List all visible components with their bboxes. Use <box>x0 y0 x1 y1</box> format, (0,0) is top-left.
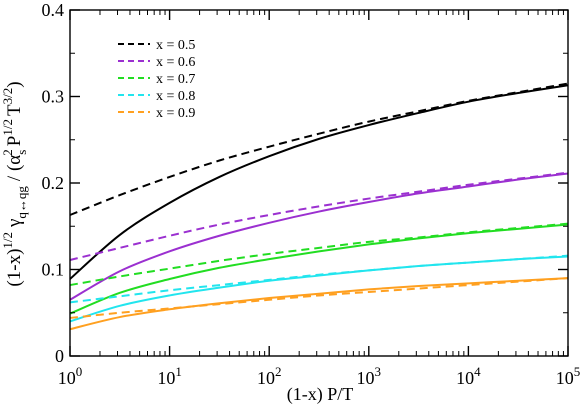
x-tick-label: 104 <box>456 364 481 388</box>
legend-label: x = 0.7 <box>156 72 195 87</box>
x-tick-label: 105 <box>556 364 581 388</box>
x-tick-label: 101 <box>157 364 182 388</box>
y-label-alpha-sub: s <box>14 150 29 155</box>
x-tick-label: 100 <box>58 364 83 388</box>
y-axis-label: (1-x)1/2γq↔qg/ (αs2P1/2T3/2) <box>0 81 29 286</box>
y-label-gamma: γ <box>4 219 25 228</box>
svg-text:(1-x)1/2γq↔qg/ (αs2P1/2T3/2): (1-x)1/2γq↔qg/ (αs2P1/2T3/2) <box>0 81 29 286</box>
series-line-6-dashed <box>69 222 569 287</box>
legend: x = 0.5 x = 0.6 x = 0.7 x = 0.8 x = 0.9 <box>118 38 195 121</box>
y-label-part-e: ) <box>4 81 25 87</box>
x-tick-label: 103 <box>357 364 382 388</box>
series-line-4-dashed <box>69 171 569 261</box>
series-line-10-dashed <box>69 277 569 319</box>
series-line-2-dashed <box>69 82 569 216</box>
y-tick-label: 0.1 <box>42 260 65 280</box>
legend-label: x = 0.9 <box>156 106 195 121</box>
x-tick-label: 102 <box>257 364 282 388</box>
y-tick-label: 0.2 <box>42 173 65 193</box>
y-label-gamma-sub: q↔qg <box>14 186 29 219</box>
legend-label: x = 0.6 <box>156 55 195 70</box>
y-label-part-c: P <box>4 136 25 147</box>
y-label-t-sup: 3/2 <box>0 88 15 105</box>
y-tick-label: 0.3 <box>42 87 65 107</box>
tick-label-layer: 100 101 102 103 104 105 0 0.1 0.2 0.3 0.4 <box>42 0 581 388</box>
legend-label: x = 0.5 <box>156 38 195 53</box>
legend-label: x = 0.8 <box>156 89 195 104</box>
y-label-part-b: / (α <box>4 155 25 181</box>
series-line-3-solid <box>69 172 569 301</box>
y-tick-label: 0.4 <box>42 0 65 20</box>
tick-layer <box>69 9 569 357</box>
y-label-part-a: (1-x) <box>4 249 25 287</box>
y-label-alpha-sup: 2 <box>0 149 15 156</box>
y-label-sup-a: 1/2 <box>0 232 15 249</box>
y-label-part-d: T <box>4 104 25 116</box>
y-label-p-sup: 1/2 <box>0 119 15 136</box>
series-line-8-dashed <box>69 254 569 304</box>
series-line-9-solid <box>69 277 569 331</box>
y-tick-label: 0 <box>55 346 64 366</box>
series-line-7-solid <box>69 255 569 323</box>
series-layer <box>69 82 569 331</box>
x-axis-label: (1-x) P/T <box>287 384 354 405</box>
series-line-1-solid <box>69 84 569 280</box>
